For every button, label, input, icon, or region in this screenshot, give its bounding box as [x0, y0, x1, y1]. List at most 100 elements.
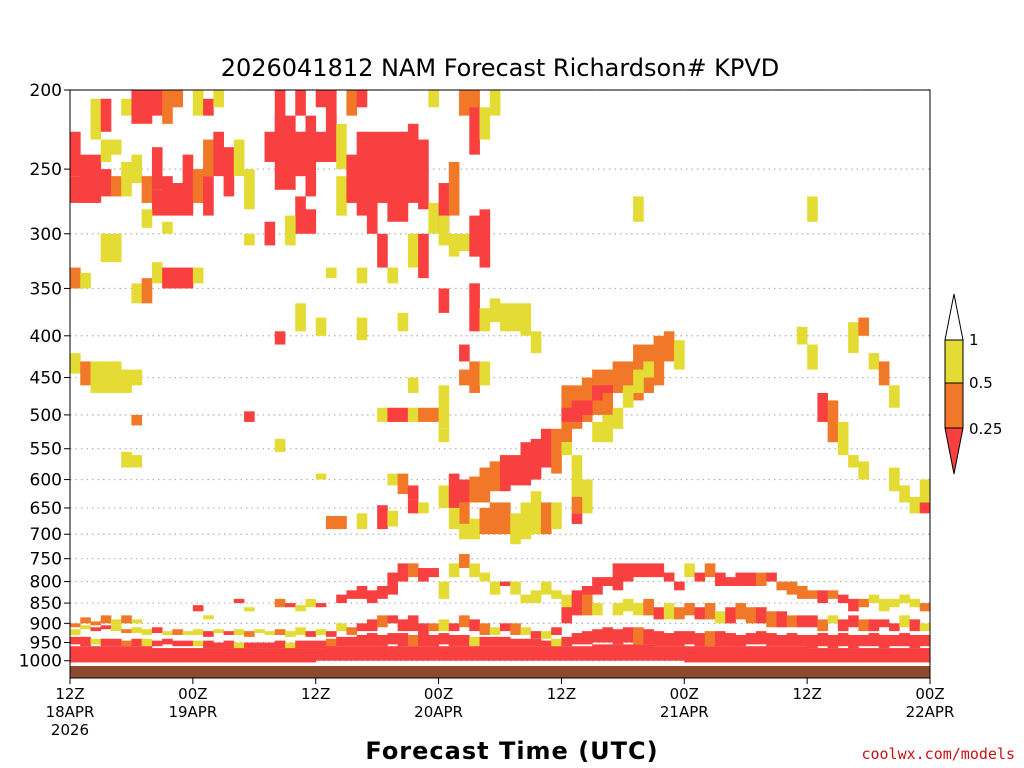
y-tick-label: 550: [30, 440, 62, 460]
heatmap-cell: [633, 369, 644, 393]
heatmap-cell: [428, 646, 439, 661]
heatmap-cell: [100, 615, 112, 624]
heatmap-cell: [274, 90, 286, 132]
heatmap-cell: [889, 385, 900, 408]
heatmap-cell: [479, 572, 491, 582]
heatmap-cell: [182, 648, 194, 663]
heatmap-cell: [510, 646, 521, 661]
heatmap-cell: [295, 90, 306, 116]
legend-label-1: 1: [969, 331, 979, 349]
heatmap-cell: [807, 590, 818, 599]
heatmap-cell: [469, 563, 480, 578]
heatmap-cell: [346, 636, 358, 647]
heatmap-cell: [776, 634, 788, 647]
heatmap-cell: [90, 638, 102, 645]
heatmap-cell: [848, 615, 859, 628]
heatmap-cell: [407, 233, 419, 268]
heatmap-cell: [438, 633, 450, 645]
heatmap-cell: [172, 648, 184, 663]
heatmap-cell: [141, 90, 153, 124]
heatmap-cell: [674, 646, 685, 661]
heatmap-cell: [110, 139, 122, 155]
heatmap-cell: [735, 646, 747, 663]
heatmap-cell: [530, 438, 542, 480]
heatmap-cell: [264, 131, 276, 162]
heatmap-cell: [387, 615, 399, 624]
heatmap-cell: [192, 629, 204, 635]
heatmap-cell: [70, 353, 81, 374]
heatmap-cell: [807, 344, 818, 370]
heatmap-cell: [674, 607, 685, 620]
heatmap-cell: [899, 633, 910, 647]
heatmap-cell: [315, 603, 327, 608]
heatmap-cell: [418, 407, 429, 422]
heatmap-cell: [325, 516, 337, 530]
heatmap-cell: [110, 638, 122, 647]
heatmap-cell: [827, 400, 839, 443]
heatmap-cell: [469, 636, 480, 647]
heatmap-cell: [315, 317, 327, 336]
heatmap-cell: [909, 619, 921, 632]
chart-title: 2026041812 NAM Forecast Richardson# KPVD: [221, 54, 780, 82]
heatmap-cell: [571, 598, 583, 616]
heatmap-cell: [244, 411, 255, 422]
heatmap-cell: [233, 648, 245, 663]
heatmap-cell: [418, 502, 429, 514]
heatmap-cell: [581, 631, 593, 645]
heatmap-cell: [469, 90, 480, 116]
heatmap-cell: [418, 633, 429, 647]
heatmap-cell: [100, 646, 112, 663]
heatmap-cell: [735, 572, 747, 586]
heatmap-cell: [479, 361, 491, 386]
heatmap-cell: [459, 502, 470, 524]
heatmap-cell: [70, 636, 81, 645]
heatmap-cell: [285, 642, 296, 649]
x-axis-title: Forecast Time (UTC): [365, 737, 658, 765]
heatmap-cell: [530, 631, 542, 639]
heatmap-cell: [121, 451, 132, 468]
heatmap-cell: [315, 473, 327, 480]
heatmap-cell: [121, 369, 132, 393]
heatmap-cell: [264, 648, 276, 663]
heatmap-cell: [602, 627, 614, 643]
heatmap-cell: [448, 634, 460, 647]
x-tick-label: 20APR: [414, 703, 463, 721]
heatmap-cell: [837, 594, 849, 604]
heatmap-cell: [305, 598, 317, 608]
heatmap-cell: [244, 642, 255, 649]
heatmap-cell: [131, 283, 143, 304]
heatmap-cell: [827, 634, 839, 649]
heatmap-cell: [285, 631, 296, 637]
heatmap-cell: [837, 633, 849, 647]
y-axis-ticks: 200 250 300 350 400 450 500 550 600 650 700 750 8008…: [19, 81, 70, 672]
heatmap-cell: [837, 619, 849, 632]
heatmap-cell: [889, 598, 900, 608]
heatmap-cell: [356, 513, 368, 530]
heatmap-cell: [305, 640, 317, 649]
heatmap-cell: [817, 392, 829, 422]
heatmap-cell: [633, 603, 644, 616]
heatmap-cell: [131, 154, 143, 184]
heatmap-cell: [274, 331, 286, 345]
heatmap-cell: [336, 176, 347, 216]
x-tick-label: 00Z: [424, 685, 453, 703]
heatmap-cell: [459, 90, 470, 116]
heatmap-cell: [100, 638, 112, 647]
heatmap-cell: [827, 615, 839, 624]
heatmap-cell: [428, 623, 439, 632]
heatmap-cell: [131, 638, 143, 647]
heatmap-cell: [387, 646, 399, 661]
heatmap-cell: [643, 598, 654, 616]
heatmap-cells: [70, 90, 931, 663]
heatmap-cell: [612, 563, 624, 591]
heatmap-cell: [489, 581, 501, 595]
credit-link[interactable]: coolwx.com/models: [861, 745, 1015, 763]
heatmap-cell: [80, 617, 91, 624]
heatmap-cell: [704, 603, 716, 620]
ground-surface: [70, 665, 930, 678]
heatmap-cell: [274, 438, 286, 452]
heatmap-cell: [438, 619, 450, 632]
heatmap-cell: [448, 623, 460, 632]
heatmap-cell: [131, 627, 143, 634]
heatmap-cell: [489, 636, 501, 647]
